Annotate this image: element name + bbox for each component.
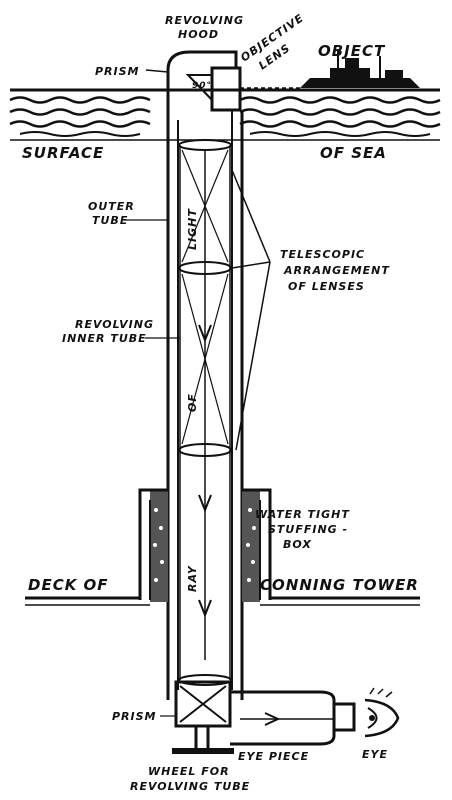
inner-tube-label-2: INNER TUBE <box>62 332 147 345</box>
surface-label: SURFACE <box>22 144 104 162</box>
eyepiece-assembly <box>172 680 356 754</box>
inner-tube-label-1: REVOLVING <box>75 318 154 331</box>
of-sea-label: OF SEA <box>320 144 387 162</box>
outer-tube-label-2: TUBE <box>92 214 128 227</box>
telescopic-label-1: TELESCOPIC <box>280 248 365 261</box>
ray-word-of: OF <box>186 393 199 412</box>
deck <box>25 596 420 606</box>
wheel-label-2: REVOLVING TUBE <box>130 780 250 793</box>
revolving-hood <box>166 50 300 120</box>
stuffing-box-label-1: WATER TIGHT <box>255 508 350 521</box>
stuffing-box-label-3: BOX <box>283 538 312 551</box>
prism-bottom-label: PRISM <box>112 710 157 723</box>
ray-word-ray: RAY <box>186 565 199 592</box>
telescopic-label-2: ARRANGEMENT <box>283 264 390 277</box>
sea-surface <box>9 88 441 141</box>
ship-icon <box>300 50 420 88</box>
conning-tower-label: CONNING TOWER <box>260 576 419 594</box>
ray-word-light: LIGHT <box>186 208 199 250</box>
wheel-label-1: WHEEL FOR <box>148 765 230 778</box>
leader-lines <box>122 69 180 717</box>
wheel-icon <box>172 748 234 754</box>
eye-label: EYE <box>362 748 388 761</box>
stuffing-box-label-2: STUFFING - <box>268 523 348 536</box>
arrow-icon <box>198 150 281 726</box>
angle-label: 90° <box>192 81 212 91</box>
telescopic-label-3: OF LENSES <box>288 280 365 293</box>
telescopic-pointers <box>231 169 271 451</box>
revolving-hood-label-1: REVOLVING <box>165 14 244 27</box>
revolving-hood-label-2: HOOD <box>178 28 219 41</box>
stuffing-box <box>138 488 272 602</box>
eye-icon <box>364 687 400 738</box>
deck-of-label: DECK OF <box>28 576 109 594</box>
object-label: OBJECT <box>318 42 386 60</box>
eye-piece-label: EYE PIECE <box>238 750 309 763</box>
outer-tube-label-1: OUTER <box>88 200 135 213</box>
prism-top-label: PRISM <box>95 65 140 78</box>
